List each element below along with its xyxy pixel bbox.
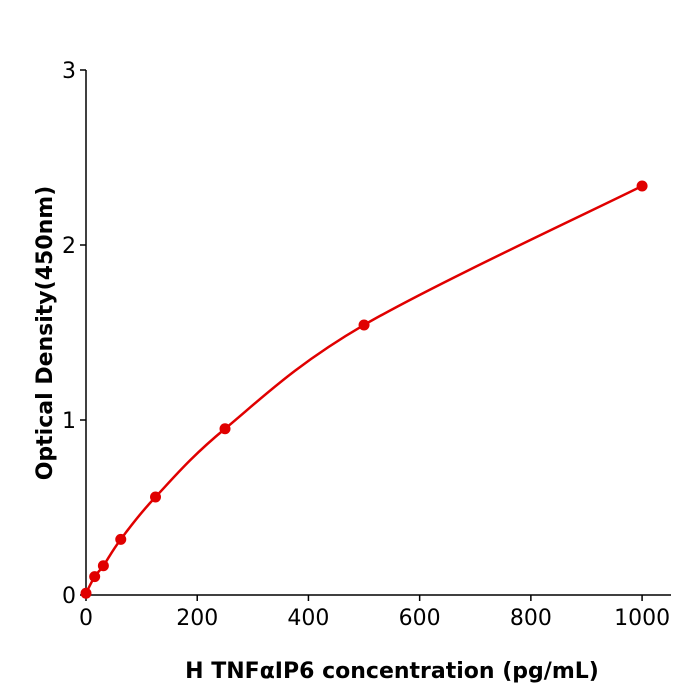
y-axis-label: Optical Density(450nm): [33, 186, 58, 481]
data-point: [80, 587, 92, 599]
data-point: [219, 423, 231, 435]
y-tick-label: 3: [62, 59, 76, 84]
data-point: [358, 319, 370, 331]
y-tick-label: 1: [62, 409, 76, 434]
data-point: [97, 560, 109, 572]
data-point: [636, 180, 648, 192]
x-tick-label: 600: [399, 606, 441, 631]
data-point: [89, 571, 101, 583]
axes: 0 200 400 600 800 1000 0 1 2 3: [62, 59, 671, 631]
fit-curve: [84, 184, 643, 594]
x-axis-label: H TNFαIP6 concentration (pg/mL): [185, 659, 599, 684]
x-tick-label: 1000: [614, 606, 670, 631]
y-tick-label: 0: [62, 584, 76, 609]
y-tick-label: 2: [62, 234, 76, 259]
x-tick-label: 400: [287, 606, 329, 631]
x-tick-label: 0: [79, 606, 93, 631]
x-tick-label: 800: [510, 606, 552, 631]
data-points: [80, 180, 648, 599]
data-point: [115, 533, 127, 545]
data-point: [150, 491, 162, 503]
x-tick-label: 200: [176, 606, 218, 631]
